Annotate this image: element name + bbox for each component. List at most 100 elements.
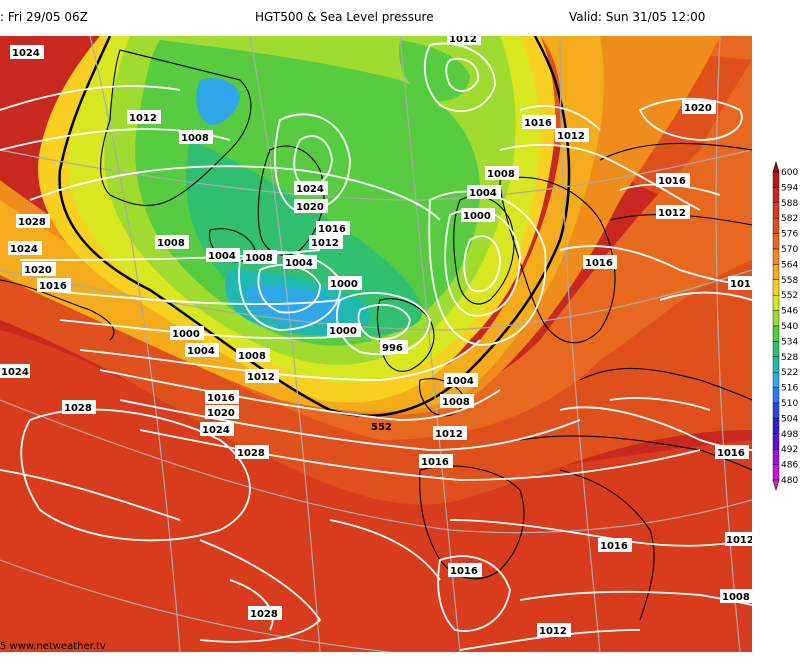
isobar-label: 1016 [524, 118, 552, 129]
isobar-label: 1028 [64, 403, 92, 414]
isobar-label: 1016 [585, 258, 613, 269]
isobar-label: 1012 [435, 429, 463, 440]
isobar-label: 1028 [250, 609, 278, 620]
height-band-north-blue [196, 78, 240, 125]
legend-swatch [772, 294, 780, 311]
legend-swatch [772, 402, 780, 419]
isobar-label: 1016 [318, 224, 346, 235]
isobar-label: 1008 [181, 133, 209, 144]
isobar-label: 1004 [469, 188, 497, 199]
isobar-label: 1012 [539, 626, 567, 637]
isobar-label: 1000 [463, 211, 491, 222]
isobar-label: 1016 [39, 281, 67, 292]
legend-swatch [772, 341, 780, 357]
legend-swatch [772, 418, 780, 434]
height-band-arctic-green [399, 40, 470, 102]
legend-label: 546 [781, 307, 798, 317]
legend-swatch [772, 279, 780, 296]
isobar-label: 1024 [296, 184, 324, 195]
isobar-label: 1016 [658, 176, 686, 187]
isobar-label: 1020 [296, 202, 324, 213]
legend-label: 582 [781, 214, 798, 224]
isobar-label: 1000 [330, 279, 358, 290]
legend-swatch [772, 171, 780, 188]
isobar-label: 1000 [329, 326, 357, 337]
isobar-label: 1012 [129, 113, 157, 124]
weather-map: 1024 1012 1008 1012 1016 1012 1020 1028 … [0, 36, 752, 652]
isobar-label: 1004 [285, 258, 313, 269]
legend-swatch [772, 248, 780, 265]
legend-swatch [772, 356, 780, 373]
legend-label: 528 [781, 353, 798, 363]
isobar-label: 1004 [187, 346, 215, 357]
legend-label: 522 [781, 368, 798, 378]
legend-swatch [772, 433, 780, 450]
legend-label: 534 [781, 337, 798, 347]
isobar-label: 1012 [726, 535, 752, 546]
isobar-label: 1008 [238, 351, 266, 362]
legend-swatch [772, 325, 780, 342]
legend-label: 552 [781, 291, 798, 301]
header-valid-time: Valid: Sun 31/05 12:00 [569, 10, 706, 24]
legend-swatch [772, 310, 780, 327]
isobar-label: 1008 [245, 253, 273, 264]
isobar-label: 1012 [449, 36, 477, 45]
isobar-label: 1008 [442, 397, 470, 408]
isobar-label: 1016 [717, 448, 745, 459]
legend-label: 480 [781, 476, 798, 486]
header-chart-title: HGT500 & Sea Level pressure [255, 10, 434, 24]
legend-swatch [772, 187, 780, 203]
height-band-558 [0, 36, 604, 412]
legend-label: 576 [781, 230, 798, 240]
header-run-time: : Fri 29/05 06Z [0, 10, 88, 24]
isobar-label: 1016 [600, 541, 628, 552]
isobar-label: 1004 [208, 251, 236, 262]
isobar-label: 1020 [24, 265, 52, 276]
legend-swatch [772, 218, 780, 234]
height-band-516 [246, 284, 341, 325]
isobar-labels: 1024 1012 1008 1012 1016 1012 1020 1028 … [0, 36, 752, 637]
isobar-label: 1028 [18, 217, 46, 228]
isobar-label: 1008 [487, 169, 515, 180]
isobar-label: 1000 [172, 329, 200, 340]
legend-label: 558 [781, 276, 798, 286]
legend-arrow-bottom [772, 479, 780, 492]
isobar-label: 1008 [157, 238, 185, 249]
contour-label-552: 552 [371, 422, 392, 433]
legend-label: 492 [781, 445, 798, 455]
legend-arrow-top [772, 160, 780, 173]
isobar-label: 1012 [557, 131, 585, 142]
legend-swatch [772, 202, 780, 219]
legend-swatch [772, 387, 780, 404]
legend-label: 540 [781, 322, 798, 332]
isobar-label: 1024 [202, 425, 230, 436]
isobar-label: 1016 [450, 566, 478, 577]
legend-label: 600 [781, 168, 798, 178]
legend-label: 570 [781, 245, 798, 255]
legend-label: 498 [781, 430, 798, 440]
legend-swatch [772, 371, 780, 388]
legend-swatch [772, 464, 780, 481]
isobar-label: 1020 [207, 408, 235, 419]
footer-credit: 5 www.netweather.tv [0, 641, 106, 652]
isobar-label: 1016 [421, 457, 449, 468]
isobar-label: 1012 [311, 238, 339, 249]
isobar-label: 1024 [12, 48, 40, 59]
isobar-label: 1008 [722, 592, 750, 603]
coastlines [0, 49, 752, 621]
color-scale-legend: 600 594 588 582 576 570 564 558 552 546 540 534 528 5… [772, 160, 798, 492]
legend-swatch [772, 233, 780, 250]
isobar-label: 996 [382, 343, 403, 354]
isobar-label: 1016 [207, 393, 235, 404]
legend-label: 564 [781, 260, 798, 270]
isobar-label: 1024 [1, 367, 29, 378]
isobar-label: 1004 [446, 376, 474, 387]
height-band-582 [0, 36, 752, 652]
legend-label: 588 [781, 199, 798, 209]
legend-swatch [772, 264, 780, 281]
isobar-label: 101 [730, 279, 751, 290]
isobar-label: 1024 [10, 244, 38, 255]
legend-label: 486 [781, 461, 798, 471]
isobar-label: 1028 [237, 448, 265, 459]
isobar-label: 1020 [684, 103, 712, 114]
